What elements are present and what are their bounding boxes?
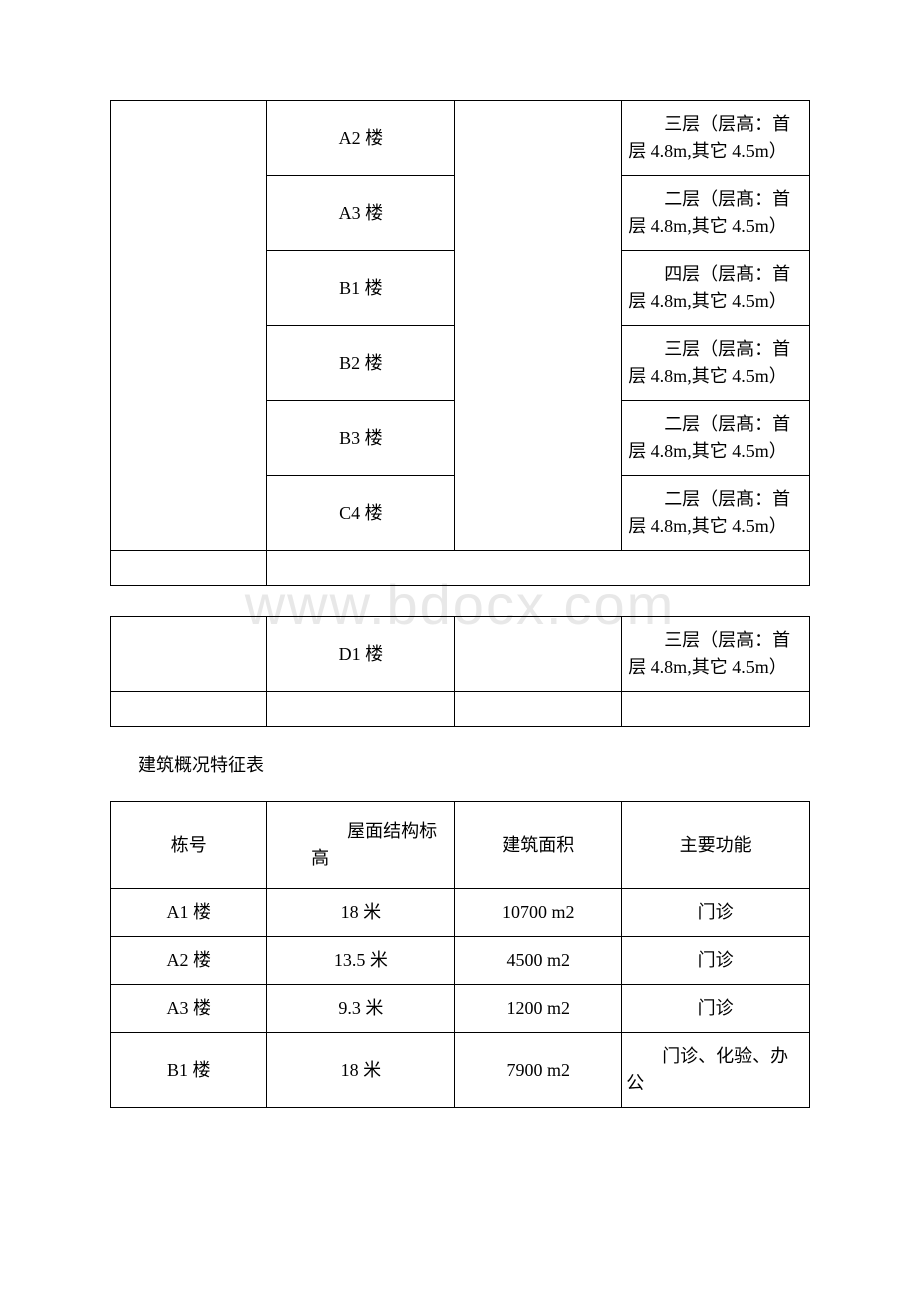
floor-desc-cell: 二层（层髙：首层 4.8m,其它 4.5m） — [622, 401, 810, 476]
table-row: A3 楼 9.3 米 1200 m2 门诊 — [111, 985, 810, 1033]
building-name-cell: D1 楼 — [267, 617, 455, 692]
floor-desc-cell: 二层（层髙：首层 4.8m,其它 4.5m） — [622, 476, 810, 551]
merged-cell-left — [111, 617, 267, 692]
empty-cell — [622, 692, 810, 727]
col-header-roof-height: 屋面结构标高 — [267, 802, 455, 889]
table-row: D1 楼 三层（层高：首层 4.8m,其它 4.5m） — [111, 617, 810, 692]
empty-cell — [267, 551, 810, 586]
col-header-function: 主要功能 — [622, 802, 810, 889]
cell-building: A2 楼 — [111, 937, 267, 985]
cell-area: 10700 m2 — [455, 889, 622, 937]
table-row: A2 楼 三层（层高：首层 4.8m,其它 4.5m） — [111, 101, 810, 176]
floor-desc-text: 二层（层髙：首层 4.8m,其它 4.5m） — [628, 186, 803, 240]
building-name-cell: A3 楼 — [267, 176, 455, 251]
cell-building: B1 楼 — [111, 1033, 267, 1108]
cell-function: 门诊 — [622, 889, 810, 937]
floor-desc-text: 二层（层髙：首层 4.8m,其它 4.5m） — [628, 486, 803, 540]
empty-cell — [267, 692, 455, 727]
floor-desc-cell: 四层（层髙：首层 4.8m,其它 4.5m） — [622, 251, 810, 326]
table-caption: 建筑概况特征表 — [138, 751, 810, 777]
cell-roof-height: 18 米 — [267, 889, 455, 937]
floor-desc-cell: 三层（层高：首层 4.8m,其它 4.5m） — [622, 101, 810, 176]
cell-function-text: 门诊、化验、办公 — [626, 1043, 805, 1097]
cell-building: A3 楼 — [111, 985, 267, 1033]
cell-area: 7900 m2 — [455, 1033, 622, 1108]
cell-building: A1 楼 — [111, 889, 267, 937]
floor-desc-cell: 二层（层髙：首层 4.8m,其它 4.5m） — [622, 176, 810, 251]
col-header-area: 建筑面积 — [455, 802, 622, 889]
table-header-row: 栋号 屋面结构标高 建筑面积 主要功能 — [111, 802, 810, 889]
merged-cell-left — [111, 101, 267, 551]
floor-desc-text: 四层（层髙：首层 4.8m,其它 4.5m） — [628, 261, 803, 315]
building-floors-table-part1: A2 楼 三层（层高：首层 4.8m,其它 4.5m） A3 楼 二层（层髙：首… — [110, 100, 810, 586]
table-row-empty — [111, 692, 810, 727]
building-name-cell: B2 楼 — [267, 326, 455, 401]
building-name-cell: B3 楼 — [267, 401, 455, 476]
building-floors-table-part2: D1 楼 三层（层高：首层 4.8m,其它 4.5m） — [110, 616, 810, 727]
col-header-building: 栋号 — [111, 802, 267, 889]
empty-cell — [111, 692, 267, 727]
cell-roof-height: 13.5 米 — [267, 937, 455, 985]
cell-roof-height: 18 米 — [267, 1033, 455, 1108]
table-row-empty — [111, 551, 810, 586]
building-name-cell: A2 楼 — [267, 101, 455, 176]
floor-desc-text: 三层（层高：首层 4.8m,其它 4.5m） — [628, 627, 803, 681]
col-header-text: 屋面结构标高 — [311, 821, 437, 868]
building-name-cell: C4 楼 — [267, 476, 455, 551]
cell-function: 门诊 — [622, 985, 810, 1033]
table-row: B1 楼 18 米 7900 m2 门诊、化验、办公 — [111, 1033, 810, 1108]
floor-desc-text: 三层（层高：首层 4.8m,其它 4.5m） — [628, 111, 803, 165]
building-summary-table: 栋号 屋面结构标高 建筑面积 主要功能 A1 楼 18 米 10700 m2 门… — [110, 801, 810, 1108]
building-name-cell: B1 楼 — [267, 251, 455, 326]
merged-cell-mid — [455, 617, 622, 692]
table-row: A2 楼 13.5 米 4500 m2 门诊 — [111, 937, 810, 985]
cell-function: 门诊、化验、办公 — [622, 1033, 810, 1108]
floor-desc-text: 二层（层髙：首层 4.8m,其它 4.5m） — [628, 411, 803, 465]
merged-cell-mid — [455, 101, 622, 551]
cell-roof-height: 9.3 米 — [267, 985, 455, 1033]
empty-cell — [111, 551, 267, 586]
floor-desc-text: 三层（层高：首层 4.8m,其它 4.5m） — [628, 336, 803, 390]
floor-desc-cell: 三层（层高：首层 4.8m,其它 4.5m） — [622, 617, 810, 692]
table-row: A1 楼 18 米 10700 m2 门诊 — [111, 889, 810, 937]
cell-area: 4500 m2 — [455, 937, 622, 985]
cell-area: 1200 m2 — [455, 985, 622, 1033]
cell-function: 门诊 — [622, 937, 810, 985]
floor-desc-cell: 三层（层高：首层 4.8m,其它 4.5m） — [622, 326, 810, 401]
empty-cell — [455, 692, 622, 727]
